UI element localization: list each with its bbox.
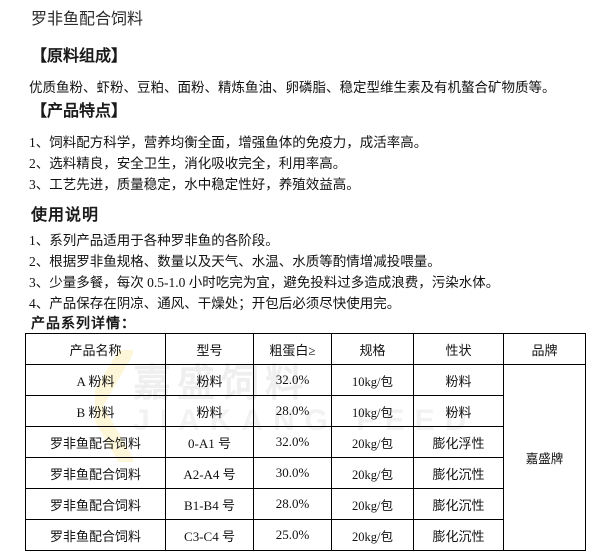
feature-item: 2、选料精良，安全卫生，消化吸收完全，利用率高。	[29, 156, 347, 171]
cell-product-name: 罗非鱼配合饲料	[25, 488, 166, 520]
table-row: 罗非鱼配合饲料 0-A1 号 32.0% 20kg/包 膨化浮性	[25, 426, 586, 458]
section-heading-series: 产品系列详情：	[31, 315, 136, 331]
column-header-model: 型号	[165, 333, 254, 365]
column-header-crude-protein: 粗蛋白≥	[253, 333, 332, 365]
cell-model: B1-B4 号	[165, 488, 254, 520]
product-series-table: 产品名称 型号 粗蛋白≥ 规格 性状 品牌 A 粉料 粉料 32.0% 10kg…	[25, 333, 586, 551]
cell-product-name: A 粉料	[25, 364, 166, 396]
feature-item: 1、饲料配方科学，营养均衡全面，增强鱼体的免疫力，成活率高。	[29, 135, 428, 150]
section-heading-features: 【产品特点】	[31, 103, 128, 120]
cell-model: A2-A4 号	[165, 457, 254, 489]
table-row: B 粉料 粉料 28.0% 10kg/包 粉料	[25, 395, 586, 427]
cell-trait: 膨化沉性	[413, 457, 504, 489]
column-header-trait: 性状	[413, 333, 504, 365]
cell-trait: 膨化沉性	[413, 519, 504, 551]
cell-specification: 20kg/包	[331, 457, 414, 489]
usage-item: 4、产品保存在阴凉、通风、干燥处；开包后必须尽快使用完。	[29, 296, 401, 311]
cell-model: 粉料	[165, 395, 254, 427]
cell-model: 0-A1 号	[165, 426, 254, 458]
cell-brand: 嘉盛牌	[503, 364, 586, 551]
cell-crude-protein: 28.0%	[253, 488, 332, 520]
table-header-row: 产品名称 型号 粗蛋白≥ 规格 性状 品牌	[25, 333, 586, 365]
usage-item: 1、系列产品适用于各种罗非鱼的各阶段。	[29, 233, 279, 248]
cell-specification: 10kg/包	[331, 364, 414, 396]
cell-product-name: 罗非鱼配合饲料	[25, 457, 166, 489]
section-heading-raw-materials: 【原料组成】	[31, 48, 128, 65]
cell-crude-protein: 28.0%	[253, 395, 332, 427]
cell-product-name: 罗非鱼配合饲料	[25, 426, 166, 458]
cell-model: C3-C4 号	[165, 519, 254, 551]
raw-materials-text: 优质鱼粉、虾粉、豆粕、面粉、精炼鱼油、卵磷脂、稳定型维生素及有机螯合矿物质等。	[29, 80, 556, 95]
cell-specification: 20kg/包	[331, 488, 414, 520]
table-row: 罗非鱼配合饲料 B1-B4 号 28.0% 20kg/包 膨化沉性	[25, 488, 586, 520]
usage-item: 2、根据罗非鱼规格、数量以及天气、水温、水质等酌情增减投喂量。	[29, 254, 441, 269]
cell-product-name: 罗非鱼配合饲料	[25, 519, 166, 551]
cell-trait: 膨化沉性	[413, 488, 504, 520]
cell-crude-protein: 32.0%	[253, 364, 332, 396]
cell-crude-protein: 32.0%	[253, 426, 332, 458]
cell-product-name: B 粉料	[25, 395, 166, 427]
cell-trait: 粉料	[413, 395, 504, 427]
table-row: 罗非鱼配合饲料 A2-A4 号 30.0% 20kg/包 膨化沉性	[25, 457, 586, 489]
cell-specification: 10kg/包	[331, 395, 414, 427]
column-header-brand: 品牌	[503, 333, 586, 365]
cell-trait: 粉料	[413, 364, 504, 396]
table-row: 罗非鱼配合饲料 C3-C4 号 25.0% 20kg/包 膨化沉性	[25, 519, 586, 551]
cell-trait: 膨化浮性	[413, 426, 504, 458]
cell-specification: 20kg/包	[331, 519, 414, 551]
cell-crude-protein: 30.0%	[253, 457, 332, 489]
table-row: A 粉料 粉料 32.0% 10kg/包 粉料 嘉盛牌	[25, 364, 586, 551]
usage-item: 3、少量多餐，每次 0.5-1.0 小时吃完为宜，避免投料过多造成浪费，污染水体…	[29, 275, 500, 290]
page-title: 罗非鱼配合饲料	[31, 11, 144, 28]
section-heading-usage: 使用说明	[31, 207, 100, 224]
column-header-product-name: 产品名称	[25, 333, 166, 365]
feature-item: 3、工艺先进，质量稳定，水中稳定性好，养殖效益高。	[29, 177, 360, 192]
column-header-specification: 规格	[331, 333, 414, 365]
cell-specification: 20kg/包	[331, 426, 414, 458]
cell-crude-protein: 25.0%	[253, 519, 332, 551]
cell-model: 粉料	[165, 364, 254, 396]
